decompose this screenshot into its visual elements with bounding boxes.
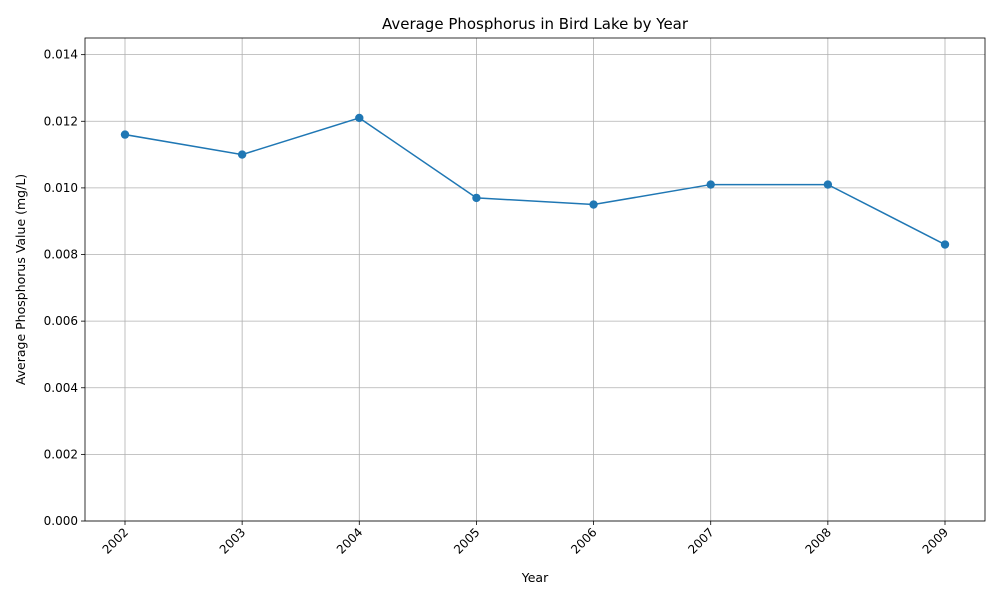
data-point [706, 180, 715, 189]
y-tick-label: 0.004 [44, 381, 78, 395]
data-point [589, 200, 598, 209]
x-axis: 2002 2003 2004 2005 2006 2007 2008 2009 [100, 521, 951, 557]
y-tick-label: 0.010 [44, 181, 78, 195]
x-tick-label: 2008 [802, 525, 833, 556]
y-tick-label: 0.006 [44, 314, 78, 328]
grid-lines [85, 38, 985, 522]
x-tick-label: 2009 [920, 525, 951, 556]
data-point [355, 113, 364, 123]
series-line [124, 117, 946, 246]
data-point [940, 240, 950, 249]
y-tick-label: 0.012 [44, 114, 78, 128]
x-tick-label: 2005 [451, 525, 482, 556]
x-tick-label: 2002 [100, 525, 131, 556]
y-tick-label: 0.008 [44, 248, 78, 262]
data-point [120, 130, 130, 139]
series-layer [120, 113, 950, 249]
plot-frame [84, 37, 986, 522]
y-tick-label: 0.000 [44, 514, 78, 528]
y-axis: 0.000 0.002 0.004 0.006 0.008 0.010 0.012 0.014 [44, 48, 85, 528]
chart-title: Average Phosphorus in Bird Lake by Year [382, 15, 689, 33]
x-tick-label: 2006 [568, 525, 599, 556]
x-axis-label: Year [521, 570, 549, 585]
y-tick-label: 0.014 [44, 48, 78, 62]
y-tick-label: 0.002 [44, 447, 78, 461]
data-point [472, 193, 481, 203]
data-point [237, 150, 247, 159]
y-axis-label: Average Phosphorus Value (mg/L) [13, 174, 28, 385]
x-tick-label: 2007 [685, 525, 716, 556]
x-tick-label: 2003 [217, 525, 248, 556]
data-point [823, 180, 833, 189]
x-tick-label: 2004 [334, 525, 365, 556]
